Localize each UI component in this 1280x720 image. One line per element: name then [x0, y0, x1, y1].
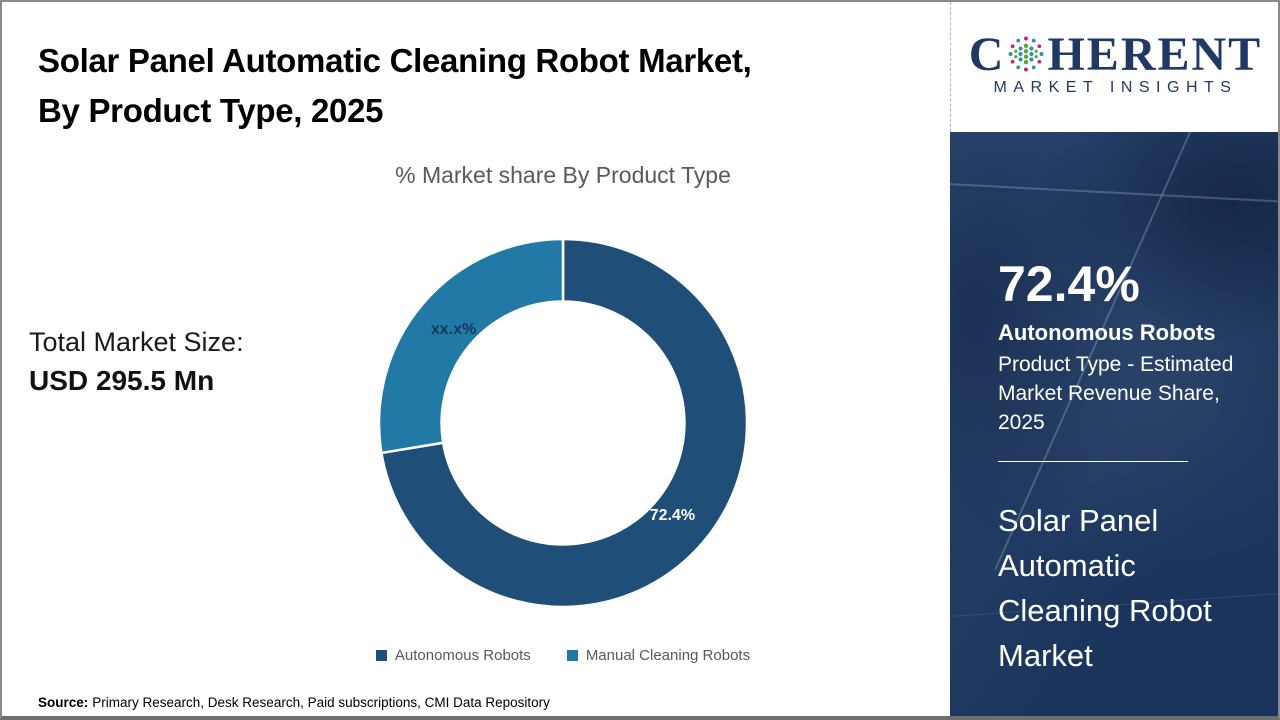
- slice-label: 72.4%: [649, 506, 696, 524]
- legend-swatch-autonomous-robots: [375, 650, 387, 661]
- page-title-line2: By Product Type, 2025: [38, 92, 384, 129]
- page-title-line1: Solar Panel Automatic Cleaning Robot Mar…: [38, 42, 752, 79]
- logo-wordmark: C HERENT: [951, 30, 1278, 79]
- logo-subtitle: MARKET INSIGHTS: [993, 79, 1238, 96]
- source-note: Source: Primary Research, Desk Research, …: [38, 695, 550, 710]
- coherent-globe-icon: [1009, 36, 1044, 72]
- chart-area: Solar Panel Automatic Cleaning Robot Mar…: [2, 2, 950, 716]
- headline-stat-title: Autonomous Robots: [998, 320, 1216, 345]
- company-logo: C HERENT MARKET INSIGHTS: [950, 2, 1278, 132]
- divider: [998, 461, 1188, 462]
- chart-subtitle: % Market share By Product Type: [395, 162, 731, 188]
- logo-letter-c: C: [968, 28, 1006, 81]
- legend-item-autonomous-robots[interactable]: Autonomous Robots: [375, 647, 531, 664]
- sidebar-panel: 72.4% Autonomous Robots Product Type - E…: [950, 132, 1278, 716]
- total-market-size-label: Total Market Size:: [29, 327, 244, 357]
- logo-letters-rest: HERENT: [1047, 28, 1263, 81]
- map-texture-line: [950, 181, 1278, 209]
- right-column: C HERENT MARKET INSIGHTS: [950, 2, 1278, 716]
- total-market-size-block: Total Market Size: USD 295.5 Mn: [29, 327, 244, 397]
- source-text: Primary Research, Desk Research, Paid su…: [92, 695, 550, 710]
- source-label: Source:: [38, 695, 89, 710]
- headline-stat-value: 72.4%: [998, 256, 1140, 312]
- legend-item-manual-cleaning-robots[interactable]: Manual Cleaning Robots: [566, 647, 751, 664]
- donut-chart-svg: [377, 237, 749, 609]
- chart-legend: Autonomous Robots Manual Cleaning Robots: [176, 647, 950, 664]
- total-market-size-value: USD 295.5 Mn: [29, 365, 215, 396]
- slice-label: xx.x%: [430, 321, 477, 339]
- donut-chart: 72.4% xx.x%: [373, 233, 753, 613]
- donut-slice-autonomous-robots[interactable]: [380, 237, 749, 609]
- legend-swatch-manual-cleaning-robots: [566, 650, 578, 661]
- market-name: Solar Panel Automatic Cleaning Robot Mar…: [998, 503, 1212, 673]
- legend-label: Autonomous Robots: [394, 647, 531, 664]
- donut-slice-manual-cleaning-robots[interactable]: [377, 237, 565, 455]
- page-title: Solar Panel Automatic Cleaning Robot Mar…: [38, 36, 918, 136]
- headline-stat-description: Product Type - Estimated Market Revenue …: [998, 353, 1234, 434]
- legend-label: Manual Cleaning Robots: [585, 647, 751, 664]
